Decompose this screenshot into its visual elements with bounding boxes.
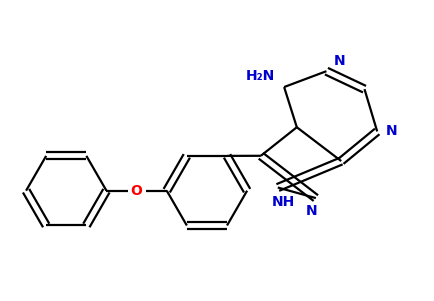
Text: N: N [305,204,317,218]
Text: H₂N: H₂N [246,70,275,83]
Text: N: N [332,54,344,68]
Text: NH: NH [271,195,294,209]
Text: N: N [385,124,397,138]
Text: O: O [130,184,142,198]
